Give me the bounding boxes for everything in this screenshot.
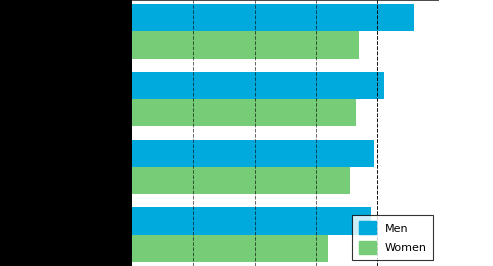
Bar (132, 139, 374, 167)
Bar (132, 207, 371, 235)
Bar (132, 167, 350, 194)
Bar (132, 72, 384, 99)
Bar (132, 99, 356, 127)
Bar (132, 31, 359, 59)
Bar (132, 4, 414, 31)
Legend: Men, Women: Men, Women (352, 215, 433, 260)
Bar (132, 235, 328, 262)
